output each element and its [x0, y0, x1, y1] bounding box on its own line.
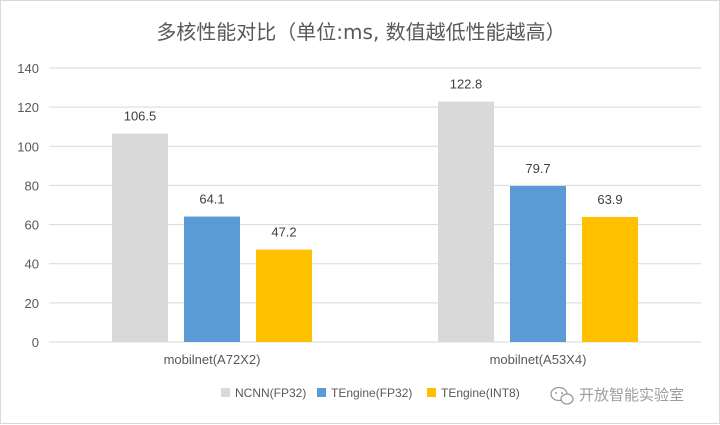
- x-axis-categories: mobilnet(A72X2) mobilnet(A53X4): [164, 352, 587, 367]
- wechat-icon: [550, 386, 574, 405]
- value-label: 47.2: [271, 225, 296, 240]
- legend-label: TEngine(INT8): [441, 386, 520, 400]
- value-label: 63.9: [597, 192, 622, 207]
- bar: [438, 101, 494, 342]
- value-label: 122.8: [450, 77, 483, 92]
- legend-label: TEngine(FP32): [331, 386, 412, 400]
- bar: [184, 216, 240, 342]
- bar: [256, 249, 312, 342]
- value-labels: 106.5 64.1 47.2 122.8 79.7 63.9: [124, 77, 623, 240]
- legend-item: TEngine(INT8): [427, 386, 520, 400]
- y-tick-label: 60: [25, 218, 39, 233]
- bar: [112, 133, 168, 342]
- y-tick-label: 0: [32, 335, 39, 350]
- category-label: mobilnet(A53X4): [490, 352, 587, 367]
- legend-swatch: [317, 388, 326, 397]
- legend-label: NCNN(FP32): [235, 386, 306, 400]
- y-axis-ticks: 0 20 40 60 80 100 120 140: [17, 61, 39, 350]
- y-tick-label: 140: [17, 61, 39, 76]
- legend-item: TEngine(FP32): [317, 386, 412, 400]
- legend-swatch: [221, 388, 230, 397]
- legend: NCNN(FP32) TEngine(FP32) TEngine(INT8): [221, 386, 520, 400]
- y-tick-label: 20: [25, 296, 39, 311]
- bars: [112, 101, 638, 342]
- value-label: 106.5: [124, 109, 157, 124]
- legend-swatch: [427, 388, 436, 397]
- y-tick-label: 100: [17, 139, 39, 154]
- y-tick-label: 40: [25, 257, 39, 272]
- watermark: 开放智能实验室: [550, 386, 684, 405]
- value-label: 79.7: [525, 161, 550, 176]
- chart-title: 多核性能对比（单位:ms, 数值越低性能越高）: [156, 20, 565, 44]
- y-tick-label: 80: [25, 178, 39, 193]
- legend-item: NCNN(FP32): [221, 386, 306, 400]
- category-label: mobilnet(A72X2): [164, 352, 261, 367]
- value-label: 64.1: [199, 192, 224, 207]
- watermark-text: 开放智能实验室: [579, 386, 684, 404]
- bar: [510, 186, 566, 342]
- bar: [582, 216, 638, 342]
- y-tick-label: 120: [17, 100, 39, 115]
